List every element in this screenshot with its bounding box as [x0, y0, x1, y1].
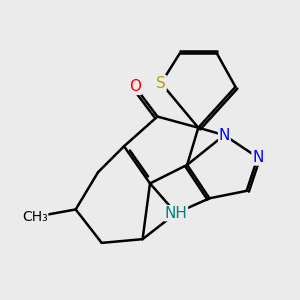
Text: O: O [129, 79, 141, 94]
Text: NH: NH [165, 206, 188, 221]
Text: S: S [156, 76, 166, 91]
Text: N: N [219, 128, 230, 142]
Text: CH₃: CH₃ [22, 210, 48, 224]
Text: N: N [252, 150, 263, 165]
